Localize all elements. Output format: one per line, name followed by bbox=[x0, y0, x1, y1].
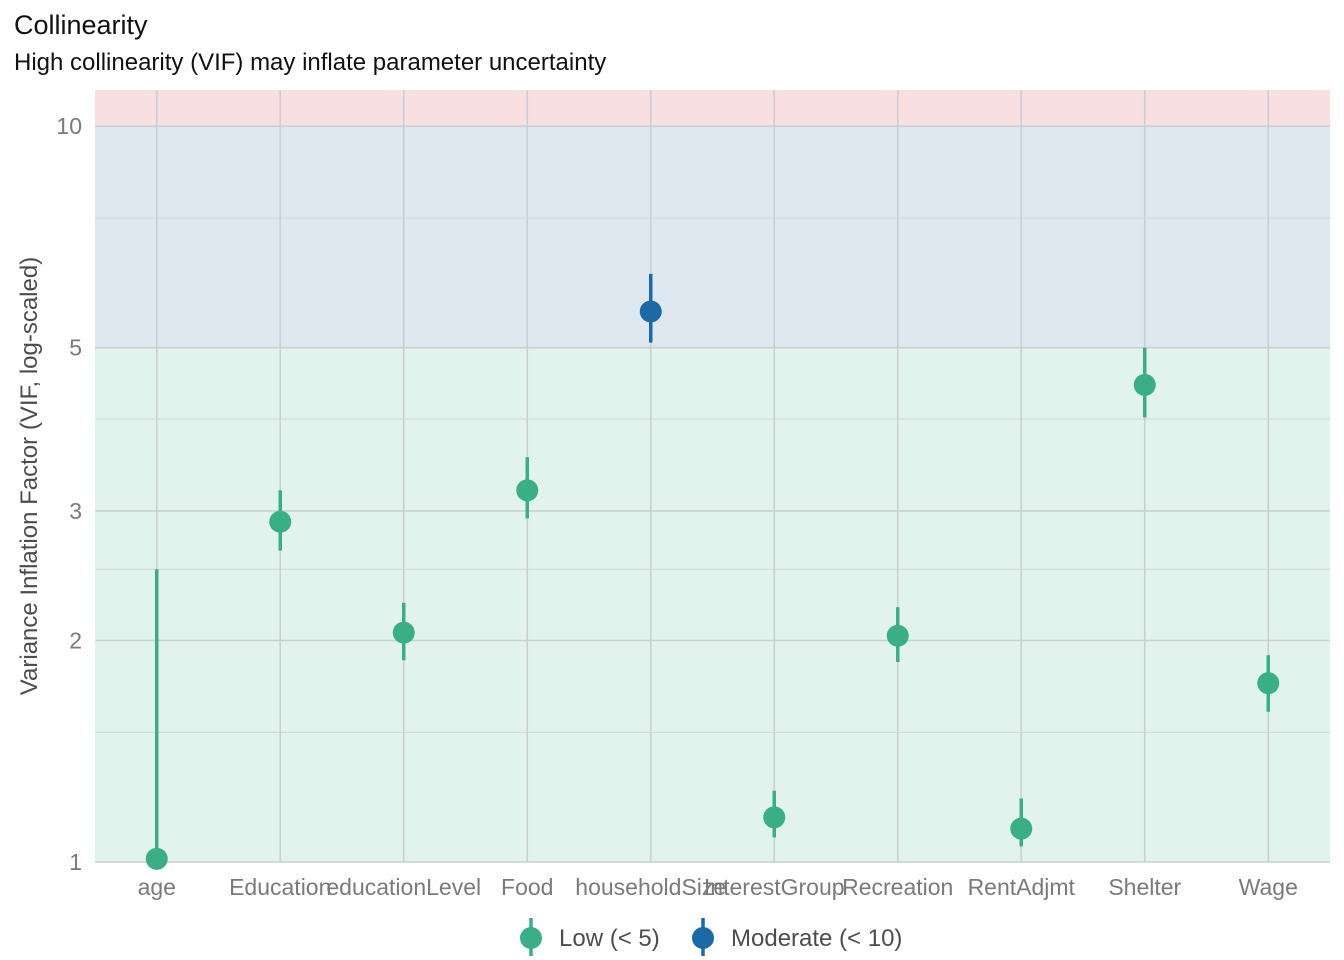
x-tick-label: householdSize bbox=[575, 874, 726, 900]
y-tick-label: 2 bbox=[69, 628, 82, 654]
x-tick-label: Recreation bbox=[842, 874, 953, 900]
band-low bbox=[95, 347, 1330, 862]
data-point bbox=[145, 847, 168, 870]
y-tick-label: 1 bbox=[69, 849, 82, 875]
legend: Low (< 5) Moderate (< 10) bbox=[520, 918, 902, 956]
x-tick-label: RentAdjmt bbox=[968, 874, 1076, 900]
data-point bbox=[392, 621, 415, 644]
legend-key-point bbox=[520, 927, 542, 949]
vif-bands bbox=[95, 90, 1330, 862]
legend-label: Moderate (< 10) bbox=[731, 925, 902, 952]
x-tick-label: Shelter bbox=[1108, 874, 1181, 900]
x-tick-label: age bbox=[138, 874, 176, 900]
chart-title: Collinearity bbox=[14, 10, 148, 40]
y-tick-label: 5 bbox=[69, 335, 82, 361]
chart-subtitle: High collinearity (VIF) may inflate para… bbox=[14, 49, 607, 76]
x-tick-label: educationLevel bbox=[326, 874, 481, 900]
band-moderate bbox=[95, 126, 1330, 348]
x-tick-label: Education bbox=[229, 874, 331, 900]
band-high bbox=[95, 90, 1330, 127]
data-point bbox=[1133, 373, 1156, 396]
x-tick-label: InterestGroup bbox=[704, 874, 845, 900]
x-tick-label: Wage bbox=[1239, 874, 1298, 900]
data-point bbox=[1010, 817, 1033, 840]
legend-key-point bbox=[692, 927, 714, 949]
data-points bbox=[145, 273, 1280, 870]
data-point bbox=[763, 806, 786, 829]
data-point bbox=[1257, 672, 1280, 695]
data-point bbox=[516, 479, 539, 502]
y-tick-label: 3 bbox=[69, 498, 82, 524]
data-point bbox=[639, 300, 662, 323]
data-point bbox=[269, 510, 292, 533]
y-axis-label: Variance Inflation Factor (VIF, log-scal… bbox=[16, 257, 43, 695]
data-point bbox=[886, 624, 909, 647]
legend-label: Low (< 5) bbox=[559, 925, 660, 952]
y-tick-label: 10 bbox=[56, 113, 82, 139]
x-tick-label: Food bbox=[501, 874, 553, 900]
grid-lines bbox=[95, 90, 1330, 863]
y-tick-labels: 1 2 3 5 10 bbox=[56, 113, 82, 875]
